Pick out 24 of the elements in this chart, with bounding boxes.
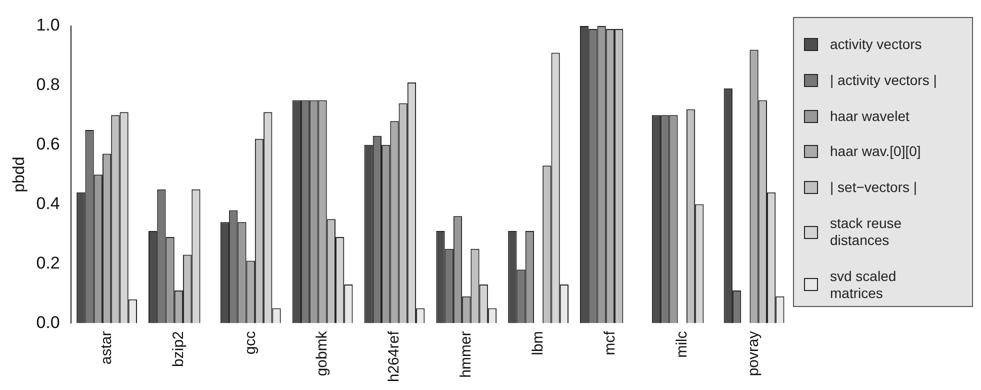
y-tick-label: 0.6 [36, 134, 60, 154]
legend-label: haar wavelet [830, 108, 910, 125]
y-tick-label: 0.8 [36, 75, 60, 94]
x-tick-label: h264ref [386, 330, 403, 382]
legend-label: svd scaled matrices [830, 268, 898, 302]
y-tick-label: 0.4 [36, 194, 60, 213]
x-tick-label: hmmer [458, 331, 475, 378]
y-tick-label: 0.2 [36, 253, 60, 272]
x-tick-label: milc [673, 330, 690, 358]
legend-label: haar wav.[0][0] [830, 143, 921, 160]
x-tick-label: bzip2 [170, 331, 187, 367]
legend-label: | activity vectors | [830, 72, 937, 89]
x-tick-label: astar [98, 331, 115, 364]
legend-label: activity vectors [830, 36, 922, 53]
x-tick-label: gcc [242, 330, 259, 354]
x-tick-label: gobmk [314, 330, 331, 376]
legend-label: stack reuse distances [830, 215, 903, 250]
x-tick-label: lbm [529, 331, 546, 356]
x-tick-label: povray [745, 330, 762, 376]
y-tick-label: 1.0 [36, 16, 60, 35]
y-axis-title: pbdd [11, 156, 28, 192]
x-tick-label: mcf [601, 330, 618, 356]
legend-label: | set−vectors | [830, 179, 918, 196]
y-tick-label: 0.0 [36, 312, 60, 332]
